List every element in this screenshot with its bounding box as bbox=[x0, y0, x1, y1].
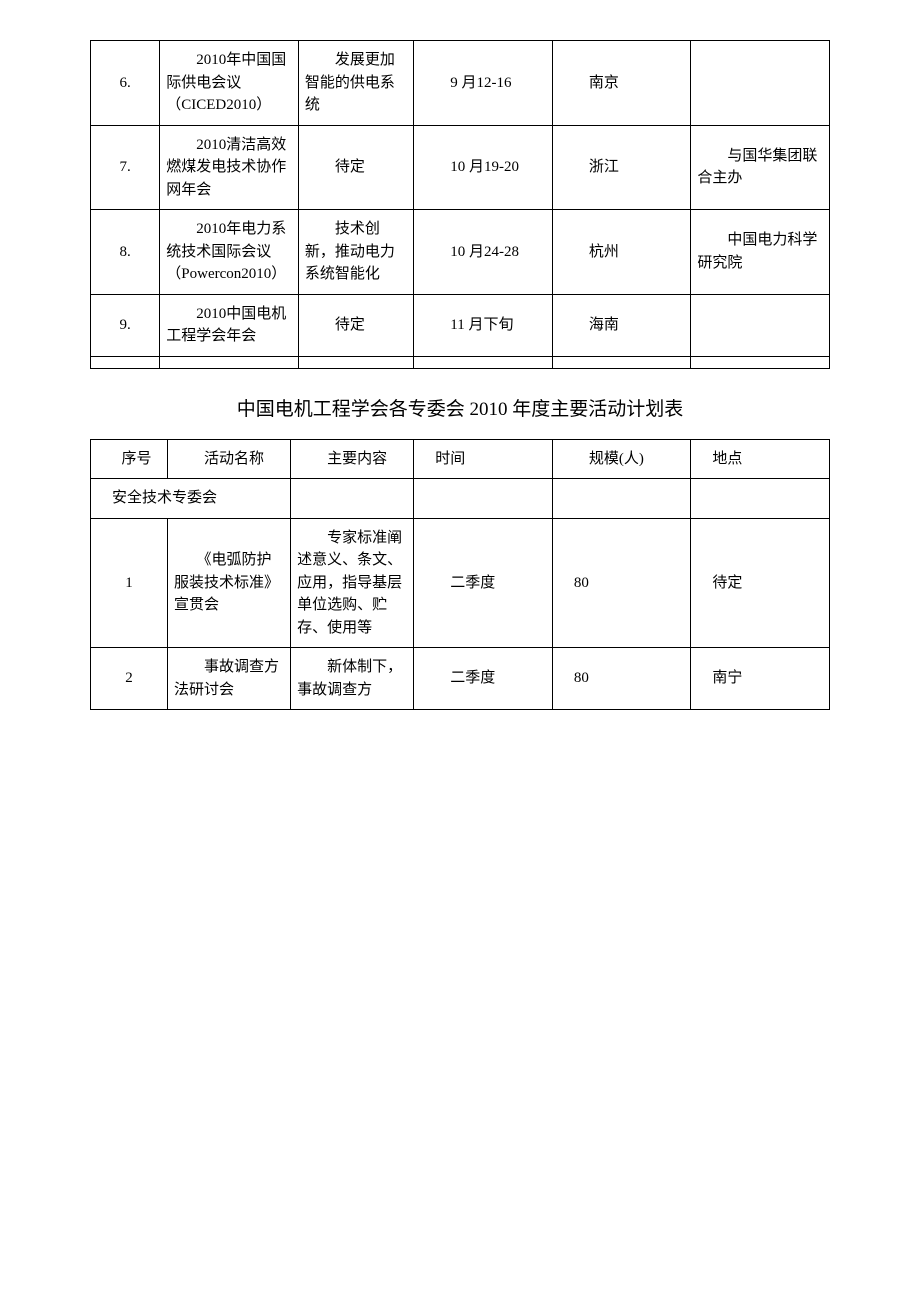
header-row: 序号 活动名称 主要内容 时间 规模(人) 地点 bbox=[91, 439, 830, 479]
main-content: 技术创新，推动电力系统智能化 bbox=[298, 210, 413, 295]
location: 南京 bbox=[552, 41, 691, 126]
main-content: 新体制下，事故调查方 bbox=[291, 648, 414, 710]
table-row: 2 事故调查方法研讨会 新体制下，事故调查方 二季度 80 南宁 bbox=[91, 648, 830, 710]
scale: 80 bbox=[552, 518, 691, 648]
main-content: 专家标准阐述意义、条文、应用，指导基层单位选购、贮存、使用等 bbox=[291, 518, 414, 648]
scale: 80 bbox=[552, 648, 691, 710]
table-row: 8. 2010年电力系统技术国际会议（Powercon2010） 技术创新，推动… bbox=[91, 210, 830, 295]
location: 海南 bbox=[552, 294, 691, 356]
time: 10 月19-20 bbox=[414, 125, 553, 210]
header-content: 主要内容 bbox=[291, 439, 414, 479]
time: 二季度 bbox=[414, 648, 553, 710]
header-location: 地点 bbox=[691, 439, 830, 479]
meetings-table-1: 6. 2010年中国国际供电会议（CICED2010） 发展更加智能的供电系统 … bbox=[90, 40, 830, 369]
committee-name: 安全技术专委会 bbox=[91, 479, 291, 519]
activity-name: 事故调查方法研讨会 bbox=[167, 648, 290, 710]
time: 9 月12-16 bbox=[414, 41, 553, 126]
table-row: 1 《电弧防护服装技术标准》宣贯会 专家标准阐述意义、条文、应用，指导基层单位选… bbox=[91, 518, 830, 648]
note bbox=[691, 294, 830, 356]
header-scale: 规模(人) bbox=[552, 439, 691, 479]
time: 二季度 bbox=[414, 518, 553, 648]
main-content: 待定 bbox=[298, 294, 413, 356]
activity-name: 2010清洁高效燃煤发电技术协作网年会 bbox=[160, 125, 299, 210]
table-row: 6. 2010年中国国际供电会议（CICED2010） 发展更加智能的供电系统 … bbox=[91, 41, 830, 126]
header-number: 序号 bbox=[91, 439, 168, 479]
row-number: 8. bbox=[91, 210, 160, 295]
activity-name: 2010年中国国际供电会议（CICED2010） bbox=[160, 41, 299, 126]
location: 南宁 bbox=[691, 648, 830, 710]
location: 待定 bbox=[691, 518, 830, 648]
note bbox=[691, 41, 830, 126]
activity-name: 《电弧防护服装技术标准》宣贯会 bbox=[167, 518, 290, 648]
section-row: 安全技术专委会 bbox=[91, 479, 830, 519]
activity-name: 2010年电力系统技术国际会议（Powercon2010） bbox=[160, 210, 299, 295]
header-name: 活动名称 bbox=[167, 439, 290, 479]
note: 中国电力科学研究院 bbox=[691, 210, 830, 295]
location: 杭州 bbox=[552, 210, 691, 295]
main-content: 发展更加智能的供电系统 bbox=[298, 41, 413, 126]
activity-name: 2010中国电机工程学会年会 bbox=[160, 294, 299, 356]
table-row: 9. 2010中国电机工程学会年会 待定 11 月下旬 海南 bbox=[91, 294, 830, 356]
section-title: 中国电机工程学会各专委会 2010 年度主要活动计划表 bbox=[90, 394, 830, 421]
row-number: 6. bbox=[91, 41, 160, 126]
time: 10 月24-28 bbox=[414, 210, 553, 295]
time: 11 月下旬 bbox=[414, 294, 553, 356]
row-number: 7. bbox=[91, 125, 160, 210]
empty-row bbox=[91, 356, 830, 368]
header-time: 时间 bbox=[414, 439, 553, 479]
row-number: 9. bbox=[91, 294, 160, 356]
location: 浙江 bbox=[552, 125, 691, 210]
row-number: 2 bbox=[91, 648, 168, 710]
main-content: 待定 bbox=[298, 125, 413, 210]
meetings-table-2: 序号 活动名称 主要内容 时间 规模(人) 地点 安全技术专委会 1 《电弧防护… bbox=[90, 439, 830, 711]
table-row: 7. 2010清洁高效燃煤发电技术协作网年会 待定 10 月19-20 浙江 与… bbox=[91, 125, 830, 210]
note: 与国华集团联合主办 bbox=[691, 125, 830, 210]
row-number: 1 bbox=[91, 518, 168, 648]
